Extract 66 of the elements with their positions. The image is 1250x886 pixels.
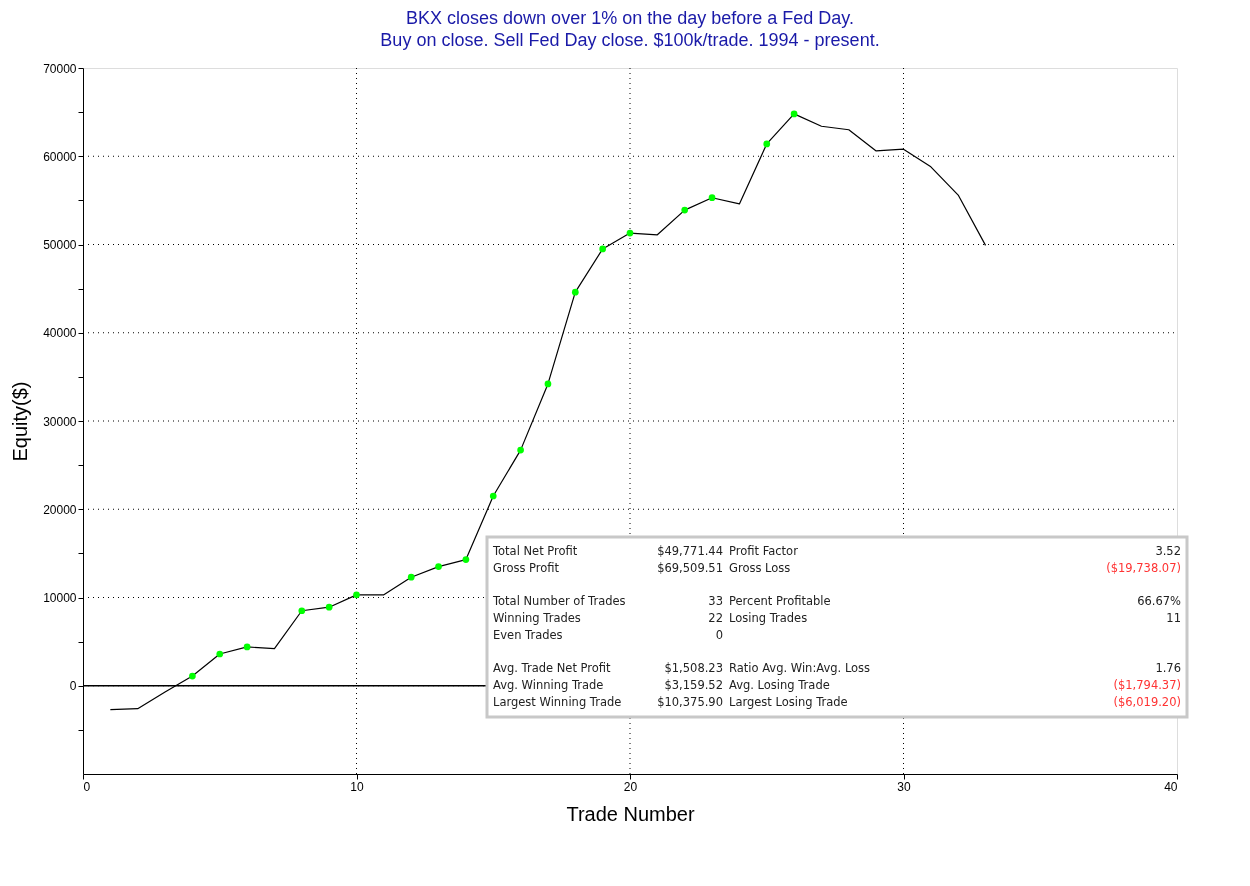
annotation: 3.52	[1155, 544, 1181, 558]
point	[353, 591, 360, 599]
annotation: ($6,019.20)	[1113, 695, 1181, 709]
annotation: $1,508.23	[664, 661, 723, 675]
point	[708, 194, 716, 202]
y-tick-label: 70000	[43, 61, 77, 76]
point	[189, 672, 196, 680]
annotation: 1.76	[1155, 661, 1181, 675]
annotation: $10,375.90	[657, 695, 723, 709]
point	[489, 492, 497, 500]
annotation: Avg. Trade Net Profit	[493, 661, 612, 675]
point	[790, 110, 798, 118]
y-tick-label: 30000	[43, 414, 77, 429]
point	[626, 229, 634, 237]
annotation: Largest Winning Trade	[493, 695, 622, 709]
y-tick-label: 50000	[43, 238, 77, 252]
point	[298, 607, 306, 615]
point	[599, 245, 606, 253]
x-tick-label: 30	[897, 779, 911, 794]
point	[216, 650, 224, 658]
point	[571, 288, 579, 296]
annotation: Avg. Losing Trade	[729, 678, 830, 692]
annotation: Winning Trades	[493, 611, 581, 625]
y-axis-title: Equity($)	[9, 381, 32, 462]
point	[435, 563, 442, 570]
point	[544, 380, 552, 388]
annotation: Largest Losing Trade	[729, 695, 848, 709]
annotation: $3,159.52	[664, 678, 723, 692]
y-tick-label: 0	[69, 679, 77, 694]
point	[517, 446, 524, 454]
point	[325, 603, 333, 611]
x-axis-title: Trade Number	[566, 802, 695, 825]
point	[681, 206, 689, 214]
annotation: Ratio Avg. Win:Avg. Loss	[729, 661, 871, 675]
annotation: 0	[715, 628, 723, 642]
annotation: $49,771.44	[657, 544, 723, 558]
x-tick-label: 0	[83, 779, 91, 794]
y-tick-label: 10000	[43, 591, 77, 605]
point	[407, 573, 415, 581]
annotation: ($19,738.07)	[1106, 561, 1181, 575]
y-tick-label: 20000	[43, 502, 77, 517]
y-tick-label: 60000	[43, 149, 77, 164]
annotation: Losing Trades	[729, 611, 808, 625]
annotation: $69,509.51	[657, 561, 723, 575]
annotation: Total Net Profit	[492, 544, 578, 558]
x-tick-label: 10	[350, 779, 364, 794]
annotation: Percent Profitable	[729, 594, 831, 608]
annotation: 33	[708, 594, 723, 608]
annotation: ($1,794.37)	[1113, 678, 1181, 692]
annotation: 11	[1166, 611, 1181, 625]
annotation: Gross Profit	[493, 561, 560, 575]
point	[462, 556, 470, 563]
y-tick-label: 40000	[43, 326, 77, 341]
point	[243, 643, 251, 651]
x-tick-label: 20	[623, 779, 638, 794]
chart-subtitle: Buy on close. Sell Fed Day close. $100k/trade. 1994 - present.	[380, 30, 880, 50]
chart-title: BKX closes down over 1% on the day before a Fed Day.	[406, 8, 854, 28]
annotation: Profit Factor	[729, 544, 799, 558]
annotation: Even Trades	[493, 628, 563, 642]
x-tick-label: 40	[1164, 779, 1178, 794]
annotation: 66.67%	[1137, 594, 1182, 608]
annotation: Gross Loss	[729, 561, 791, 575]
point	[763, 140, 771, 148]
annotation: Avg. Winning Trade	[493, 678, 604, 692]
annotation: Total Number of Trades	[492, 594, 626, 608]
annotation: 22	[708, 611, 723, 625]
